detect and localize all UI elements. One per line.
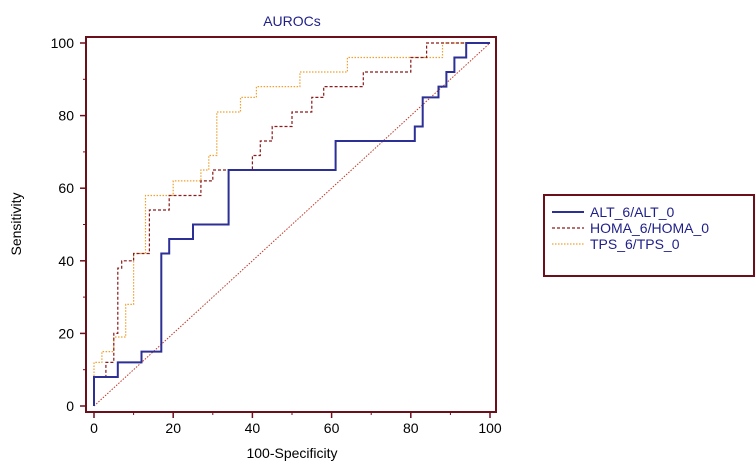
chart-title: AUROCs xyxy=(263,13,321,29)
series-line-homa xyxy=(93,42,490,406)
legend-label: TPS_6/TPS_0 xyxy=(590,236,680,252)
x-tick-label: 60 xyxy=(324,420,340,436)
x-axis-label: 100-Specificity xyxy=(246,445,337,461)
y-tick-label: 100 xyxy=(51,35,75,51)
series-line-tps xyxy=(93,42,490,406)
x-tick-label: 0 xyxy=(90,420,98,436)
legend-label: HOMA_6/HOMA_0 xyxy=(590,220,709,236)
legend-box xyxy=(543,194,755,277)
y-tick-label: 80 xyxy=(58,108,74,124)
y-tick-label: 60 xyxy=(58,180,74,196)
reference-line-layer xyxy=(93,42,491,407)
y-tick-label: 20 xyxy=(58,325,74,341)
x-tick-label: 80 xyxy=(403,420,419,436)
y-tick-label: 0 xyxy=(66,398,74,414)
x-tick-label: 100 xyxy=(478,420,502,436)
series-line-alt xyxy=(93,42,490,406)
x-tick-label: 40 xyxy=(245,420,261,436)
x-tick-label: 20 xyxy=(165,420,181,436)
y-axis-label: Sensitivity xyxy=(8,192,24,255)
series-layer xyxy=(93,42,490,406)
legend-label: ALT_6/ALT_0 xyxy=(590,204,675,220)
y-tick-label: 40 xyxy=(58,253,74,269)
reference-diagonal-line xyxy=(93,42,491,407)
tick-layer: 0 20 40 60 80 100 0 20 40 60 80 100 xyxy=(51,35,502,436)
